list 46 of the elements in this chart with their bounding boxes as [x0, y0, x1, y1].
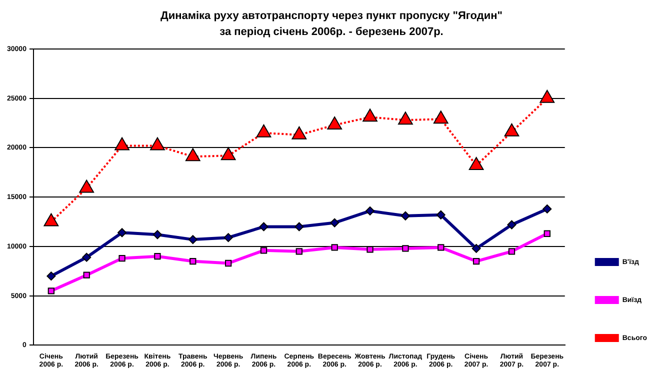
point [224, 233, 233, 242]
point [190, 258, 196, 265]
point [472, 244, 481, 253]
point [438, 244, 444, 251]
point [185, 148, 200, 162]
point [508, 248, 516, 255]
point [292, 126, 307, 140]
point [256, 124, 272, 138]
point [400, 211, 410, 220]
point [507, 220, 516, 230]
point [118, 254, 126, 262]
point [224, 260, 232, 267]
chart-title: Динаміка руху автотранспорту через пункт пропуску "Ягодин" [160, 9, 504, 24]
point [362, 108, 378, 122]
point [468, 157, 484, 170]
point [366, 246, 374, 253]
point [83, 272, 90, 278]
point [152, 230, 162, 240]
point [436, 210, 446, 220]
point [402, 245, 409, 252]
point [330, 218, 340, 228]
point [331, 244, 338, 251]
point [540, 90, 555, 103]
point [296, 248, 302, 255]
point [366, 206, 375, 216]
point [79, 180, 94, 193]
point [398, 112, 413, 125]
point [544, 230, 550, 237]
point [188, 235, 198, 244]
point [542, 204, 552, 214]
point [48, 288, 55, 294]
point [260, 247, 268, 254]
chart-subtitle: за період січень 2006р. - березень 2007р. [218, 25, 444, 40]
point [220, 147, 236, 160]
point [118, 228, 127, 238]
point [46, 272, 56, 281]
point [504, 123, 520, 136]
point [294, 222, 304, 232]
point [150, 137, 165, 150]
point [259, 222, 268, 232]
point [82, 252, 92, 262]
point [114, 137, 130, 150]
point [154, 253, 161, 260]
point [327, 116, 342, 130]
point [472, 258, 480, 265]
point [433, 110, 448, 124]
